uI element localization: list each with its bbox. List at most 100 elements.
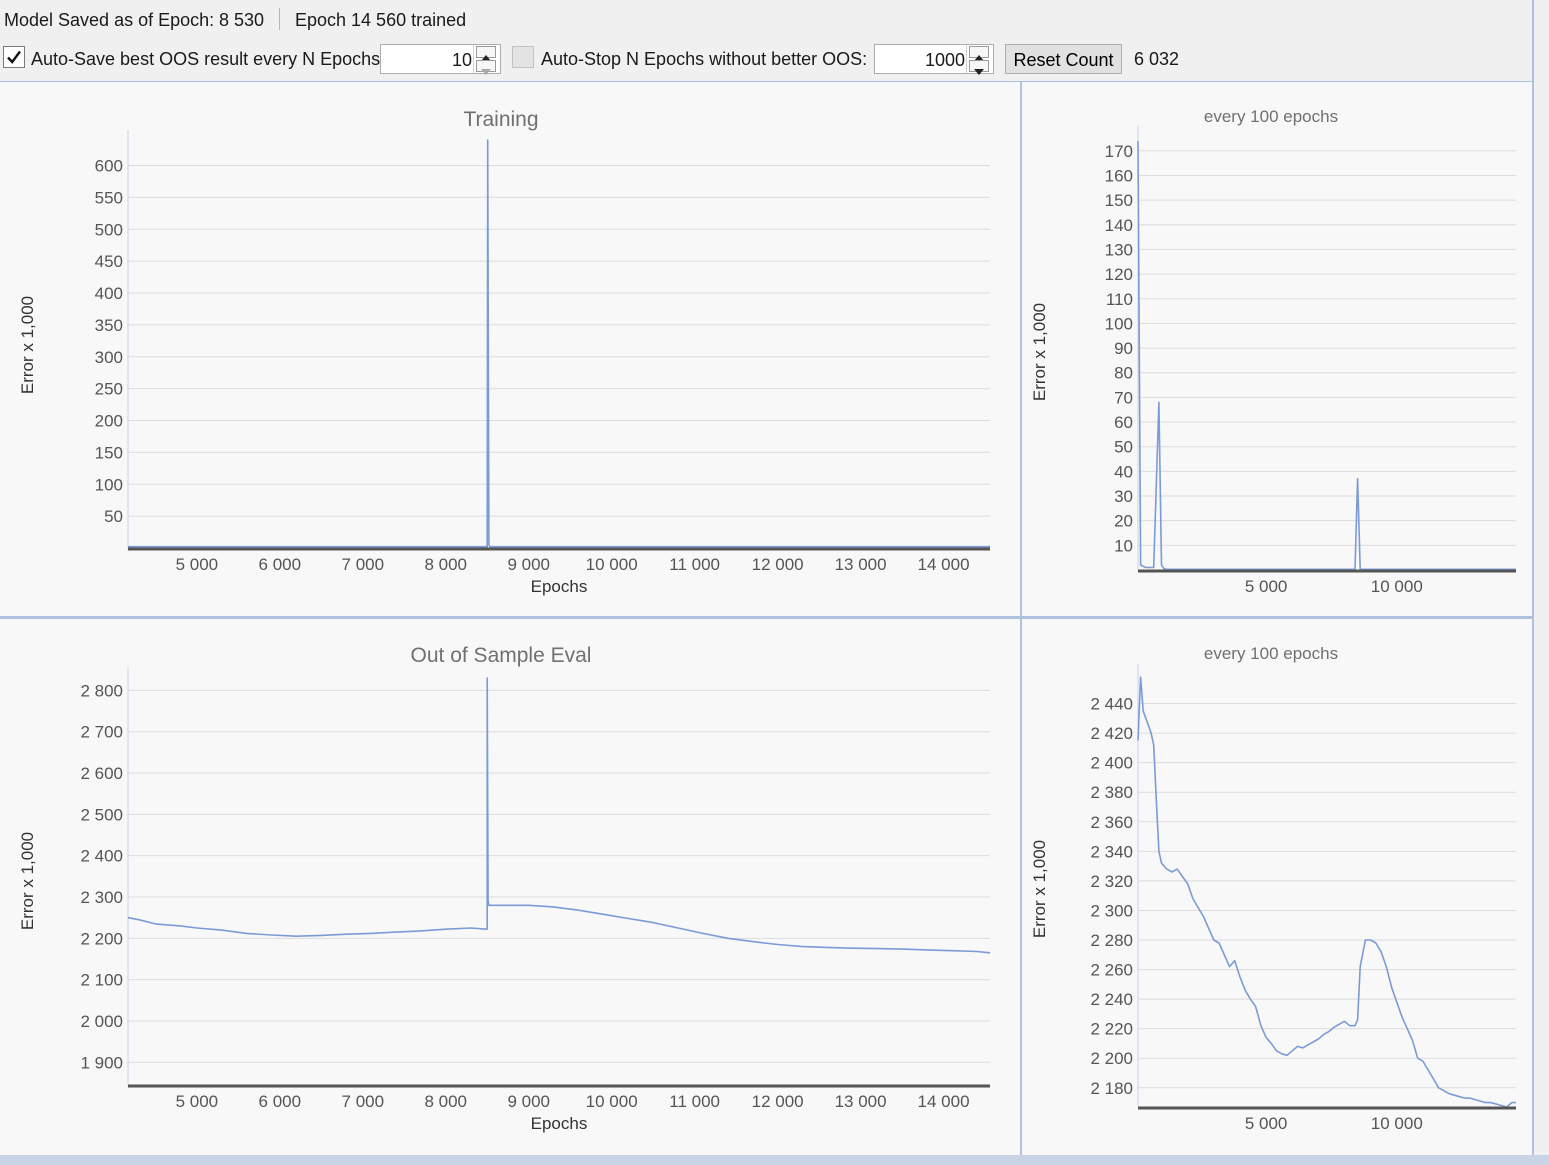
spin-down-icon[interactable]	[476, 60, 496, 75]
autosave-spinner[interactable]: 10	[380, 44, 501, 75]
y-tick-label: 70	[1114, 388, 1133, 407]
x-tick-label: 11 000	[669, 555, 720, 574]
spin-up-icon[interactable]	[476, 46, 496, 61]
y-tick-label: 600	[95, 157, 123, 176]
x-tick-label: 10 000	[586, 1092, 638, 1111]
y-axis-label: Error x 1,000	[1030, 840, 1049, 938]
y-tick-label: 40	[1114, 462, 1133, 481]
training-chart: 50 100 150 200 250 300 350 400 450 500 550 600 5 000…	[18, 108, 990, 596]
y-tick-label: 90	[1114, 339, 1133, 358]
y-tick-label: 100	[95, 475, 123, 494]
y-tick-label: 100	[1105, 314, 1133, 333]
count-value: 6 032	[1134, 49, 1180, 69]
y-tick-label: 2 280	[1090, 931, 1133, 950]
autostop-label: Auto-Stop N Epochs without better OOS:	[541, 49, 868, 69]
y-tick-label: 20	[1114, 512, 1133, 531]
y-tick-label: 200	[95, 412, 123, 431]
y-tick-label: 60	[1114, 413, 1133, 432]
pane-divider-horizontal[interactable]	[0, 616, 1534, 619]
x-tick-label: 5 000	[1245, 577, 1288, 596]
x-axis-label: Epochs	[531, 577, 588, 596]
training-100-chart-pane: 10 20 30 40 50 60 70 80 90 100 110 120 130 140 150 160 1…	[1022, 82, 1532, 616]
y-tick-label: 2 240	[1090, 990, 1133, 1009]
autosave-value[interactable]: 10	[451, 50, 472, 70]
x-tick-label: 5 000	[1245, 1114, 1288, 1133]
x-tick-label: 11 000	[669, 1092, 720, 1111]
y-tick-label: 2 300	[80, 888, 123, 907]
autostop-value[interactable]: 1000	[924, 50, 965, 70]
y-tick-label: 450	[95, 252, 123, 271]
series-line	[1137, 140, 1516, 571]
series-line	[128, 139, 990, 548]
status-bar: Model Saved as of Epoch: 8 530 Epoch 14 …	[0, 0, 1535, 40]
x-tick-label: 7 000	[342, 1092, 385, 1111]
x-tick-label: 13 000	[835, 555, 887, 574]
y-tick-label: 2 800	[80, 681, 123, 700]
y-tick-label: 2 200	[1090, 1049, 1133, 1068]
y-tick-label: 2 220	[1090, 1020, 1133, 1039]
y-tick-label: 10	[1114, 536, 1133, 555]
y-axis-label: Error x 1,000	[18, 832, 37, 930]
x-tick-label: 8 000	[424, 1092, 467, 1111]
pane-border-top	[0, 81, 1534, 82]
y-tick-label: 250	[95, 380, 123, 399]
y-tick-label: 2 200	[80, 929, 123, 948]
y-tick-label: 130	[1105, 240, 1133, 259]
spin-up-icon[interactable]	[969, 46, 989, 61]
y-tick-label: 140	[1105, 216, 1133, 235]
y-tick-label: 2 380	[1090, 783, 1133, 802]
x-tick-label: 10 000	[1371, 1114, 1423, 1133]
pane-border-right	[1532, 0, 1534, 1165]
autostop-checkbox[interactable]	[512, 46, 534, 68]
chart-title: Training	[463, 108, 538, 131]
y-tick-label: 2 400	[80, 847, 123, 866]
x-tick-label: 7 000	[342, 555, 385, 574]
y-tick-label: 160	[1105, 166, 1133, 185]
y-tick-label: 2 400	[1090, 754, 1133, 773]
checkmark-icon	[7, 50, 21, 64]
x-tick-label: 14 000	[918, 555, 970, 574]
x-tick-label: 9 000	[507, 555, 550, 574]
x-tick-label: 14 000	[918, 1092, 970, 1111]
x-tick-label: 9 000	[507, 1092, 550, 1111]
oos-100-chart-pane: 2 180 2 200 2 220 2 240 2 260 2 280 2 300 2 320…	[1022, 619, 1532, 1155]
oos-100-chart: 2 180 2 200 2 220 2 240 2 260 2 280 2 300 2 320…	[1030, 644, 1516, 1133]
x-tick-label: 10 000	[1371, 577, 1423, 596]
y-tick-label: 50	[104, 507, 123, 526]
y-tick-label: 30	[1114, 487, 1133, 506]
y-tick-label: 2 000	[80, 1012, 123, 1031]
y-tick-label: 2 420	[1090, 724, 1133, 743]
reset-count-button[interactable]: Reset Count	[1005, 44, 1122, 74]
y-tick-label: 550	[95, 188, 123, 207]
chart-title: every 100 epochs	[1204, 107, 1338, 126]
training-100-chart: 10 20 30 40 50 60 70 80 90 100 110 120 130 140 150 160 1…	[1030, 107, 1516, 596]
y-tick-label: 150	[1105, 191, 1133, 210]
y-tick-label: 2 260	[1090, 961, 1133, 980]
series-line	[1137, 676, 1516, 1108]
epoch-trained-text: Epoch 14 560 trained	[295, 10, 467, 30]
x-tick-label: 5 000	[176, 1092, 219, 1111]
x-tick-label: 13 000	[835, 1092, 887, 1111]
y-tick-label: 350	[95, 316, 123, 335]
autostop-spinner[interactable]: 1000	[874, 44, 994, 75]
autosave-spin-buttons	[473, 45, 500, 75]
y-tick-label: 50	[1114, 438, 1133, 457]
x-tick-label: 12 000	[752, 1092, 804, 1111]
y-tick-label: 2 600	[80, 764, 123, 783]
x-tick-label: 10 000	[586, 555, 638, 574]
y-tick-label: 2 320	[1090, 872, 1133, 891]
x-tick-label: 8 000	[424, 555, 467, 574]
y-axis-label: Error x 1,000	[18, 296, 37, 394]
oos-chart-pane: 1 900 2 000 2 100 2 200 2 300 2 400 2 500 2 600…	[0, 619, 1020, 1155]
y-tick-label: 2 440	[1090, 695, 1133, 714]
spin-down-icon[interactable]	[969, 60, 989, 75]
autosave-checkbox[interactable]	[3, 46, 25, 68]
chart-title: Out of Sample Eval	[411, 644, 592, 667]
y-tick-label: 2 700	[80, 723, 123, 742]
pane-border-bottom	[0, 1155, 1549, 1165]
x-tick-label: 6 000	[259, 1092, 302, 1111]
x-tick-label: 6 000	[259, 555, 302, 574]
y-tick-label: 170	[1105, 142, 1133, 161]
model-saved-epoch: 8 530	[219, 10, 265, 30]
y-tick-label: 300	[95, 348, 123, 367]
